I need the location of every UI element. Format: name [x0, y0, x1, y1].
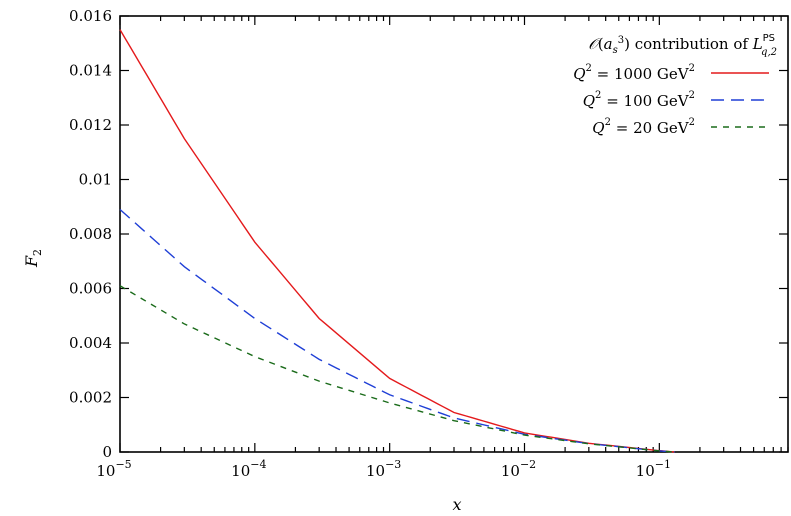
x-tick-label: 10−5 — [96, 458, 131, 480]
y-tick-label: 0.004 — [69, 334, 112, 352]
y-tick-label: 0.002 — [69, 389, 112, 407]
legend-title: 𝒪(as3) contribution of LPS q,2 — [588, 33, 777, 58]
legend-label-1000: Q2 = 1000 GeV2 — [573, 63, 695, 83]
y-tick-label: 0.012 — [69, 116, 112, 134]
legend-label-100: Q2 = 100 GeV2 — [583, 90, 695, 110]
y-tick-label: 0.008 — [69, 225, 112, 243]
y-tick-label: 0 — [102, 443, 112, 461]
x-tick-label: 10−3 — [366, 458, 401, 480]
x-axis-label: x — [452, 495, 461, 514]
y-axis-label: F2 — [22, 249, 44, 268]
x-tick-label: 10−2 — [501, 458, 536, 480]
legend-label-20: Q2 = 20 GeV2 — [592, 117, 695, 137]
legend-items: Q2 = 1000 GeV2 Q2 = 100 GeV2 Q2 = 20 GeV2 — [573, 63, 769, 137]
series-group — [119, 29, 675, 453]
axes — [119, 15, 789, 453]
series-line-20 — [119, 285, 675, 453]
tick-labels: 0 0.002 0.004 0.006 0.008 0.01 0.012 0.014 0.016… — [69, 7, 671, 480]
y-tick-label: 0.014 — [69, 62, 112, 80]
series-line-100 — [119, 208, 675, 453]
y-tick-label: 0.016 — [69, 7, 112, 25]
y-tick-label: 0.01 — [79, 171, 112, 189]
y-tick-label: 0.006 — [69, 280, 112, 298]
x-tick-label: 10−4 — [231, 458, 266, 480]
legend: 𝒪(as3) contribution of LPS q,2 Q2 = 1000 … — [573, 33, 777, 137]
x-tick-label: 10−1 — [636, 458, 671, 480]
